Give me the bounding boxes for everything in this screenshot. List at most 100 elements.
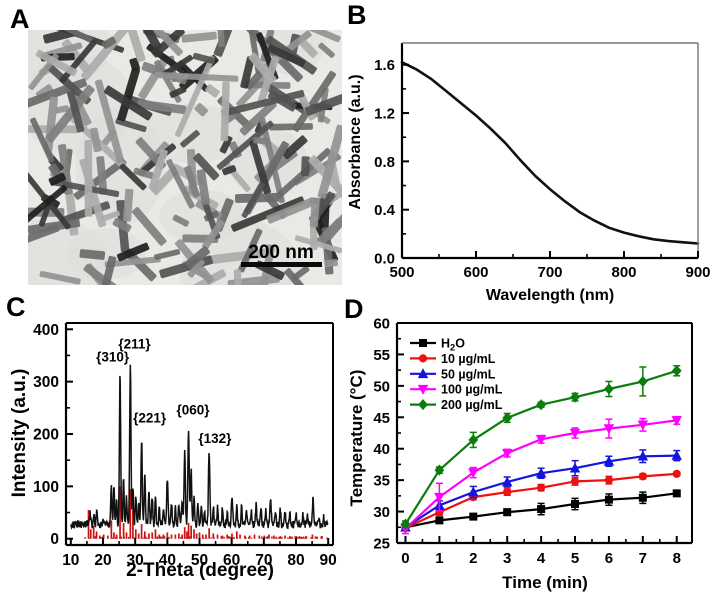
plot-frame (400, 42, 699, 260)
nanorod (45, 62, 92, 105)
nanorod (266, 197, 315, 224)
nanorod (81, 30, 138, 81)
b-x-axis-title: Wavelength (nm) (485, 287, 615, 304)
y-tick-label: 60 (373, 316, 390, 333)
nanorod (94, 79, 125, 164)
absorbance-curve (400, 60, 700, 245)
marker-diamond (400, 518, 411, 530)
nanorod (39, 270, 81, 285)
nanorod (136, 99, 187, 115)
series-circle (401, 469, 681, 533)
marker-circle (672, 469, 681, 478)
marker-diamond (637, 375, 648, 388)
nanorod (112, 218, 132, 233)
marker-triangle-down (671, 416, 682, 427)
y-tick-label: 0.8 (374, 154, 395, 171)
y-tick-label: 55 (373, 347, 390, 364)
nanorod (316, 218, 342, 246)
xrd-reference-bars (84, 486, 328, 539)
marker-square (571, 500, 580, 509)
nanorod (300, 40, 318, 58)
nanorod (122, 30, 146, 63)
nanorod (181, 31, 217, 43)
marker-triangle-up (671, 449, 682, 460)
scale-bar: 200 nm (241, 242, 322, 267)
marker-circle (604, 476, 614, 485)
marker-diamond (468, 434, 479, 446)
d-x-axis-title: Time (min) (502, 573, 588, 592)
marker-triangle-up (569, 462, 581, 473)
nanorod (317, 124, 342, 199)
y-tick-label: 0.0 (374, 251, 395, 268)
nanorod (102, 128, 117, 146)
nanorod (292, 70, 337, 132)
x-tick-label: 80 (287, 552, 304, 569)
y-tick-label: 0.4 (374, 202, 396, 219)
x-tick-label: 7 (639, 550, 647, 567)
tem-image: 200 nm (28, 30, 342, 285)
nanorod (238, 228, 263, 273)
nanorod (129, 57, 140, 72)
y-tick-label: 1.2 (374, 106, 395, 123)
nanorod (162, 54, 193, 77)
peak-labels: {310}{211} {221} {060} {132} (96, 337, 232, 446)
nanorod (117, 67, 140, 122)
nanorod (241, 182, 266, 218)
nanorod (220, 81, 230, 142)
panel-b-letter: B (347, 0, 367, 30)
x-tick-label: 5 (571, 550, 579, 567)
y-tick-label: 100 (33, 479, 59, 496)
y-tick-label: 45 (373, 410, 390, 427)
x-tick-label: 6 (605, 550, 613, 567)
nanorod (184, 246, 210, 269)
y-tick-label: 25 (373, 536, 390, 553)
xrd-chart: {310}{211} {221} {060} {132} 10 20 30 40 50 60 70 8… (33, 322, 337, 569)
marker-triangle-down (501, 448, 513, 459)
peak-label: {211} (118, 337, 151, 352)
marker-triangle-down (417, 384, 429, 395)
nanorods (28, 30, 342, 285)
marker-square (537, 505, 546, 514)
nanorod (116, 242, 150, 262)
nanorod (196, 169, 211, 206)
xrd-sample-trace (70, 364, 329, 531)
marker-circle (418, 354, 428, 363)
nanorod (294, 235, 342, 254)
y-tick-label: 30 (373, 504, 390, 521)
scale-bar-line (241, 262, 322, 267)
y-tick-label: 50 (373, 378, 390, 395)
nanorod (133, 167, 156, 180)
nanorod (115, 118, 147, 133)
marker-triangle-up (501, 476, 513, 487)
marker-square (435, 516, 444, 525)
nanorod (304, 91, 342, 116)
peak-label: {132} (198, 431, 232, 446)
marker-diamond (604, 383, 614, 395)
nanorod (239, 100, 277, 136)
x-tick-label: 500 (389, 264, 414, 281)
x-tick-label: 0 (401, 550, 409, 567)
marker-triangle-down (535, 434, 547, 445)
nanorod (184, 165, 200, 198)
legend-label: 10 µg/mL (441, 352, 496, 366)
y-tick-label: 40 (373, 441, 390, 458)
x-tick-label: 20 (94, 552, 111, 569)
nanorod (172, 214, 190, 227)
nanorod (284, 268, 307, 285)
legend-label: H2O (441, 337, 465, 353)
marker-diamond (671, 365, 682, 377)
nanorod (154, 71, 239, 82)
nanorod (282, 135, 308, 160)
y-tick-label: 400 (33, 322, 59, 339)
y-tick-label: 35 (373, 473, 390, 490)
x-tick-label: 30 (127, 552, 144, 569)
peak-label: {060} (177, 403, 211, 418)
x-tick-label: 1 (435, 550, 443, 567)
c-y-axis-title: Intensity (a.u.) (9, 368, 30, 498)
nanorod (131, 207, 167, 246)
nanorod (249, 139, 271, 195)
scale-bar-label: 200 nm (248, 242, 313, 263)
